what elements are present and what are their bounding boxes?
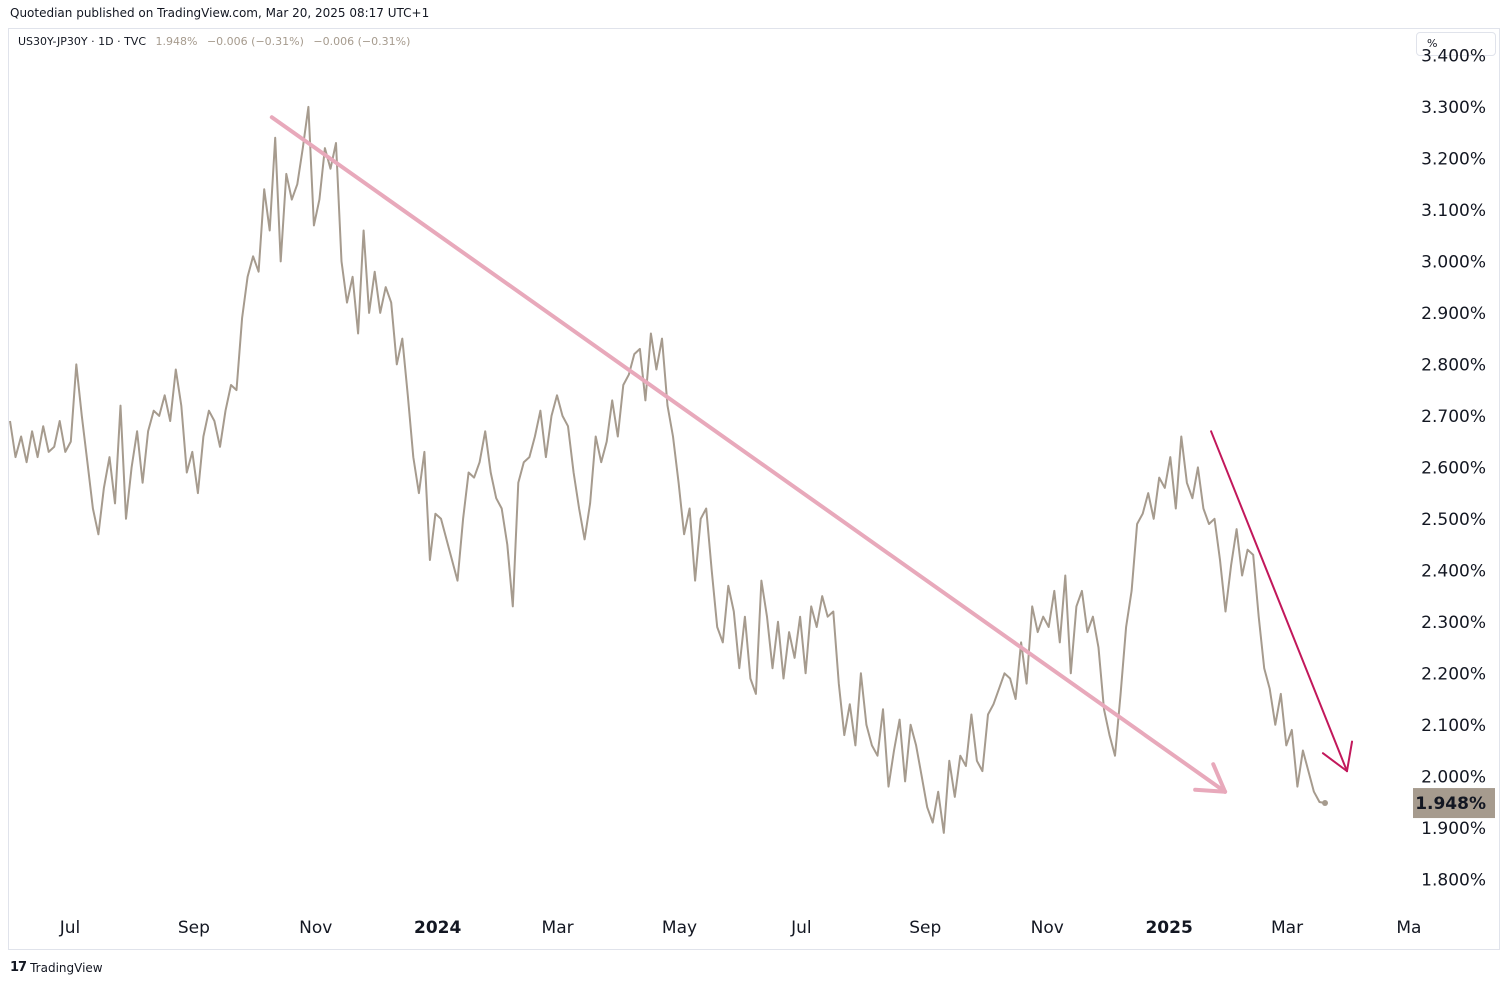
legend-symbol: US30Y-JP30Y · 1D · TVC <box>18 35 146 48</box>
legend-change: −0.006 (−0.31%) <box>206 35 304 48</box>
y-tick-label: 2.700% <box>1421 407 1486 427</box>
tradingview-logo-icon: 17 <box>10 960 27 975</box>
y-tick-label: 1.800% <box>1421 870 1486 890</box>
tradingview-footer[interactable]: 17 TradingView <box>10 960 103 975</box>
y-tick-label: 2.800% <box>1421 355 1486 375</box>
last-price-tag <box>1413 788 1495 819</box>
y-tick-label: 3.100% <box>1421 201 1486 221</box>
arrow-head <box>1345 740 1354 773</box>
legend-change-2: −0.006 (−0.31%) <box>313 35 411 48</box>
y-tick-label: 2.400% <box>1421 561 1486 581</box>
arrow-head <box>1321 752 1348 773</box>
x-tick-label: Ma <box>1396 918 1421 938</box>
x-tick-label: Jul <box>790 918 812 938</box>
series-line <box>9 105 1326 834</box>
x-tick-label: Nov <box>299 918 332 938</box>
x-tick-label: Jul <box>59 918 81 938</box>
published-header: Quotedian published on TradingView.com, … <box>10 6 430 20</box>
x-tick-label: Mar <box>542 918 574 938</box>
last-point-marker <box>1322 800 1328 807</box>
y-tick-label: 3.400% <box>1421 46 1486 66</box>
last-price-label: 1.948% <box>1415 794 1486 814</box>
y-tick-label: 3.000% <box>1421 252 1486 272</box>
y-tick-label: 2.900% <box>1421 304 1486 324</box>
footer-brand: TradingView <box>30 960 103 975</box>
arrow-head <box>1193 787 1228 794</box>
x-tick-label: Sep <box>909 918 941 938</box>
x-axis: Jul Sep Nov 2024 Mar May Jul Sep Nov 2025 Mar Ma <box>59 918 1422 938</box>
unit-label: % <box>1427 37 1438 50</box>
y-tick-label: 3.300% <box>1421 98 1486 118</box>
x-tick-label: May <box>662 918 697 938</box>
y-tick-label: 2.000% <box>1421 767 1486 787</box>
arrow-head <box>1211 762 1228 794</box>
unit-selector[interactable]: % <box>1416 32 1496 56</box>
series-layer <box>9 105 1328 834</box>
y-tick-label: 1.900% <box>1421 819 1486 839</box>
y-tick-label: 3.200% <box>1421 149 1486 169</box>
y-tick-label: 2.200% <box>1421 664 1486 684</box>
y-axis: 3.400% 3.300% 3.200% 3.100% 3.000% 2.900% 2.80… <box>1421 46 1486 890</box>
legend-last: 1.948% <box>155 35 198 48</box>
annotations-layer <box>269 115 1354 794</box>
y-tick-label: 2.500% <box>1421 510 1486 530</box>
trend-arrow-line[interactable] <box>1210 430 1348 773</box>
trend-arrow-line[interactable] <box>269 115 1228 794</box>
y-tick-label: 2.100% <box>1421 716 1486 736</box>
x-tick-label: 2025 <box>1145 918 1192 938</box>
x-tick-label: Nov <box>1031 918 1064 938</box>
x-tick-label: Mar <box>1271 918 1303 938</box>
chart-frame <box>8 28 1500 950</box>
y-tick-label: 2.600% <box>1421 458 1486 478</box>
y-tick-label: 2.300% <box>1421 613 1486 633</box>
x-tick-label: Sep <box>178 918 210 938</box>
symbol-legend[interactable]: US30Y-JP30Y · 1D · TVC 1.948% −0.006 (−0… <box>18 35 410 48</box>
x-tick-label: 2024 <box>414 918 461 938</box>
price-tag-layer: 1.948% <box>1413 788 1495 819</box>
